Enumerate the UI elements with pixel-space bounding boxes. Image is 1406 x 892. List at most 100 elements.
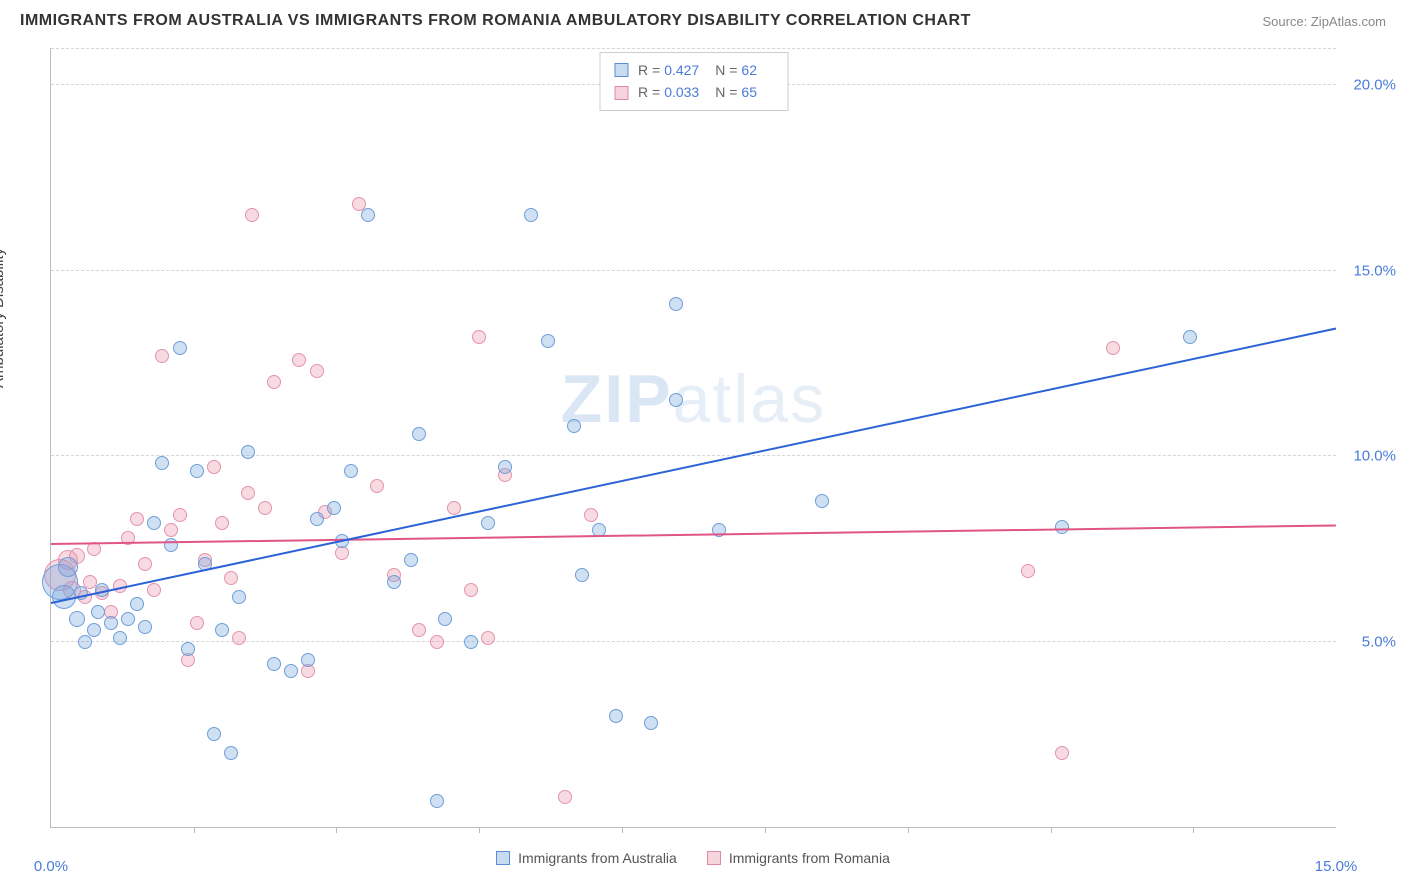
data-point-romania	[370, 479, 384, 493]
plot-region: ZIPatlas R =0.427N =62 R =0.033N =65 5.0…	[50, 48, 1336, 828]
x-tick	[908, 827, 909, 833]
data-point-australia	[113, 631, 127, 645]
data-point-australia	[190, 464, 204, 478]
data-point-australia	[267, 657, 281, 671]
data-point-romania	[224, 571, 238, 585]
chart-title: IMMIGRANTS FROM AUSTRALIA VS IMMIGRANTS …	[20, 12, 971, 30]
trend-line-australia	[51, 328, 1336, 604]
trend-line-romania	[51, 525, 1336, 546]
data-point-australia	[524, 208, 538, 222]
gridline	[51, 270, 1336, 271]
x-tick	[1051, 827, 1052, 833]
data-point-australia	[69, 611, 85, 627]
data-point-australia	[224, 746, 238, 760]
data-point-romania	[310, 364, 324, 378]
y-tick-label: 20.0%	[1341, 77, 1396, 94]
x-tick	[622, 827, 623, 833]
data-point-romania	[155, 349, 169, 363]
data-point-australia	[327, 501, 341, 515]
data-point-australia	[575, 568, 589, 582]
data-point-australia	[147, 516, 161, 530]
x-tick	[479, 827, 480, 833]
stats-legend-row-2: R =0.033N =65	[614, 81, 773, 103]
r-label: R =	[638, 84, 660, 100]
data-point-australia	[232, 590, 246, 604]
data-point-romania	[1055, 746, 1069, 760]
stats-legend-row-1: R =0.427N =62	[614, 59, 773, 81]
watermark-thin: atlas	[673, 361, 827, 437]
r-label: R =	[638, 62, 660, 78]
data-point-romania	[258, 501, 272, 515]
data-point-romania	[447, 501, 461, 515]
data-point-australia	[412, 427, 426, 441]
r-value: 0.033	[660, 84, 715, 100]
legend-label: Immigrants from Australia	[518, 850, 677, 866]
data-point-australia	[609, 709, 623, 723]
data-point-australia	[815, 494, 829, 508]
data-point-australia	[669, 297, 683, 311]
data-point-romania	[558, 790, 572, 804]
y-axis-label: Ambulatory Disability	[0, 248, 7, 388]
data-point-australia	[644, 716, 658, 730]
source-attribution: Source: ZipAtlas.com	[1262, 14, 1386, 29]
data-point-romania	[147, 583, 161, 597]
data-point-romania	[1021, 564, 1035, 578]
data-point-romania	[130, 512, 144, 526]
n-label: N =	[715, 84, 737, 100]
data-point-romania	[412, 623, 426, 637]
data-point-australia	[207, 727, 221, 741]
data-point-australia	[181, 642, 195, 656]
data-point-romania	[481, 631, 495, 645]
data-point-romania	[472, 330, 486, 344]
chart-area: Ambulatory Disability ZIPatlas R =0.427N…	[0, 38, 1406, 878]
data-point-australia	[91, 605, 105, 619]
n-label: N =	[715, 62, 737, 78]
legend-swatch-romania	[707, 851, 721, 865]
data-point-australia	[155, 456, 169, 470]
data-point-australia	[498, 460, 512, 474]
n-value: 62	[737, 62, 773, 78]
data-point-australia	[481, 516, 495, 530]
data-point-australia	[241, 445, 255, 459]
data-point-romania	[173, 508, 187, 522]
data-point-romania	[464, 583, 478, 597]
data-point-romania	[164, 523, 178, 537]
n-value: 65	[737, 84, 773, 100]
data-point-australia	[669, 393, 683, 407]
gridline	[51, 48, 1336, 49]
legend-item-australia: Immigrants from Australia	[496, 850, 677, 866]
data-point-australia	[130, 597, 144, 611]
data-point-romania	[215, 516, 229, 530]
data-point-australia	[361, 208, 375, 222]
data-point-australia	[310, 512, 324, 526]
data-point-romania	[292, 353, 306, 367]
data-point-australia	[164, 538, 178, 552]
legend-label: Immigrants from Romania	[729, 850, 890, 866]
data-point-romania	[207, 460, 221, 474]
data-point-australia	[215, 623, 229, 637]
x-tick	[194, 827, 195, 833]
data-point-australia	[1055, 520, 1069, 534]
data-point-australia	[438, 612, 452, 626]
data-point-australia	[284, 664, 298, 678]
data-point-australia	[1183, 330, 1197, 344]
data-point-romania	[138, 557, 152, 571]
data-point-australia	[121, 612, 135, 626]
data-point-romania	[190, 616, 204, 630]
legend-item-romania: Immigrants from Romania	[707, 850, 890, 866]
x-tick	[336, 827, 337, 833]
data-point-australia	[404, 553, 418, 567]
data-point-australia	[541, 334, 555, 348]
data-point-australia	[87, 623, 101, 637]
legend-swatch-australia	[496, 851, 510, 865]
x-tick	[765, 827, 766, 833]
stats-swatch-1	[614, 63, 628, 77]
data-point-australia	[301, 653, 315, 667]
data-point-romania	[241, 486, 255, 500]
data-point-romania	[584, 508, 598, 522]
stats-legend: R =0.427N =62 R =0.033N =65	[599, 52, 788, 111]
header: IMMIGRANTS FROM AUSTRALIA VS IMMIGRANTS …	[0, 0, 1406, 38]
y-tick-label: 10.0%	[1341, 448, 1396, 465]
data-point-australia	[430, 794, 444, 808]
data-point-australia	[138, 620, 152, 634]
